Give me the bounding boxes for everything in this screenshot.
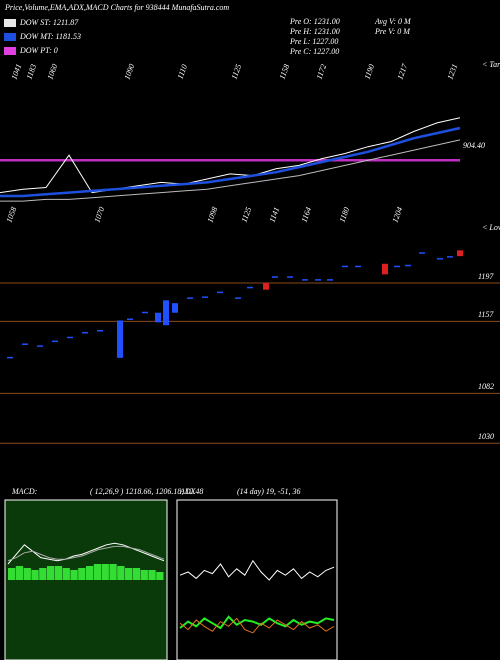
y-tick-label: 1157: [478, 310, 494, 319]
y-tick-label: 1197: [478, 272, 494, 281]
y-tick-label: 1030: [478, 432, 494, 441]
candle: [457, 250, 463, 257]
histogram-bar: [125, 568, 133, 580]
candle: [187, 297, 193, 299]
info-text: Avg V: 0 M: [374, 17, 412, 26]
candle: [97, 330, 103, 332]
series-line: [0, 126, 461, 198]
panel-label: ADX: [179, 487, 197, 496]
histogram-bar: [117, 566, 125, 580]
histogram-bar: [93, 564, 102, 580]
histogram-bar: [31, 570, 39, 580]
series-line: [0, 117, 461, 194]
candle: [327, 279, 333, 281]
candle: [67, 336, 73, 339]
candle: [342, 265, 348, 268]
candle: [394, 265, 400, 268]
histogram-bar: [39, 568, 47, 580]
histogram-bar: [156, 572, 164, 580]
info-text: Pre O: 1231.00: [289, 17, 340, 26]
candle: [163, 300, 169, 326]
candle: [272, 276, 278, 278]
histogram-bar: [62, 568, 70, 580]
candle: [37, 345, 43, 347]
candle: [7, 356, 13, 359]
lows-label: < Lows: [482, 223, 500, 232]
candle: [22, 343, 28, 345]
histogram-bar: [86, 566, 94, 580]
info-text: Pre L: 1227.00: [289, 37, 338, 46]
histogram-bar: [78, 568, 86, 580]
candle: [437, 258, 443, 260]
series-line: [179, 617, 335, 634]
histogram-bar: [23, 568, 31, 580]
panel-params: ( 12,26,9 ) 1218.66, 1206.18, 12.48: [90, 487, 203, 496]
legend-label: DOW ST: 1211.87: [19, 18, 79, 27]
info-text: Pre H: 1231.00: [289, 27, 340, 36]
candle: [117, 320, 123, 358]
candle: [382, 263, 388, 275]
info-text: Pre C: 1227.00: [289, 47, 339, 56]
histogram-bar: [15, 566, 24, 580]
histogram-bar: [109, 564, 117, 580]
candle: [155, 312, 161, 323]
legend-label: DOW MT: 1181.53: [19, 32, 81, 41]
legend-label: DOW PT: 0: [19, 46, 58, 55]
series-line: [7, 545, 165, 562]
legend-swatch: [4, 19, 16, 27]
histogram-bar: [8, 568, 16, 580]
candle: [172, 303, 178, 313]
series-line: [0, 139, 461, 202]
histogram-bar: [140, 570, 148, 580]
candle: [315, 279, 321, 281]
histogram-bar: [101, 564, 109, 580]
panel-params: (14 day) 19, -51, 36: [237, 487, 301, 496]
histogram-bar: [70, 570, 78, 580]
candle: [447, 256, 453, 258]
legend-swatch: [4, 47, 16, 55]
candle: [142, 311, 148, 314]
histogram-bar: [47, 566, 55, 580]
candle: [419, 252, 425, 254]
panel-bg: [176, 499, 338, 660]
candle: [52, 340, 58, 343]
series-line: [179, 615, 335, 630]
title: Price,Volume,EMA,ADX,MACD Charts for 938…: [4, 3, 229, 12]
candle: [235, 297, 241, 299]
candle: [127, 318, 133, 321]
price-label: 904.40: [463, 141, 485, 150]
candle: [82, 331, 88, 334]
panel-label: MACD:: [11, 487, 38, 496]
info-text: Pre V: 0 M: [374, 27, 411, 36]
candle: [355, 265, 361, 268]
histogram-bar: [148, 570, 156, 580]
legend-swatch: [4, 33, 16, 41]
candle: [287, 276, 293, 278]
candle: [302, 279, 308, 281]
target-label: < Target: [482, 60, 500, 69]
series-line: [179, 559, 335, 581]
y-tick-label: 1082: [478, 382, 494, 391]
candle: [405, 264, 411, 267]
candle: [202, 296, 208, 298]
histogram-bar: [54, 566, 63, 580]
candle: [217, 291, 223, 294]
candle: [247, 286, 253, 289]
candle: [263, 282, 269, 290]
histogram-bar: [132, 568, 141, 580]
